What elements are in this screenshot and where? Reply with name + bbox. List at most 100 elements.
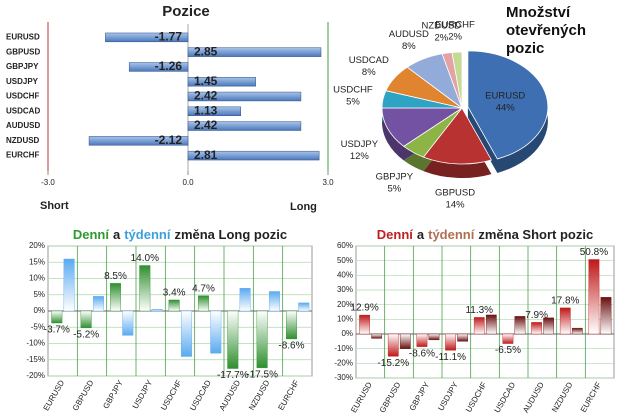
bar xyxy=(457,333,469,342)
x-tick-label: GBPUSD xyxy=(71,378,96,412)
bar xyxy=(92,296,104,312)
y-tick-label: 20% xyxy=(337,300,353,309)
bar xyxy=(268,291,280,312)
value-label: 2.81 xyxy=(194,148,218,162)
value-label: 2.42 xyxy=(194,118,218,132)
y-tick-label: -5% xyxy=(31,322,45,331)
bar xyxy=(168,299,180,312)
bar xyxy=(210,310,222,354)
y-tick-label: -15% xyxy=(26,355,45,364)
x-tick-label: GBPJPY xyxy=(408,380,432,412)
bar xyxy=(485,314,497,335)
y-tick-label: 10% xyxy=(29,274,45,283)
bar xyxy=(187,77,256,87)
bar xyxy=(187,121,302,131)
bar xyxy=(399,333,411,349)
bar xyxy=(600,297,612,335)
value-label: 7.9% xyxy=(525,310,548,321)
x-tick-label: 0.0 xyxy=(182,178,194,187)
title-part: a xyxy=(417,227,425,242)
x-tick-label: EURUSD xyxy=(42,378,67,412)
slice-value: 2% xyxy=(434,33,448,44)
slice xyxy=(467,50,549,160)
bar xyxy=(151,309,163,312)
slice-value: 2% xyxy=(448,31,462,42)
bar xyxy=(285,310,297,340)
bar xyxy=(359,314,370,335)
title-part: změna Long pozic xyxy=(174,227,287,242)
value-label: 3.4% xyxy=(163,288,186,299)
x-tick-label: USDJPY xyxy=(436,380,460,412)
value-label: -1.26 xyxy=(155,59,183,73)
x-tick-label: EURCHF xyxy=(579,380,604,413)
value-label: -5.2% xyxy=(73,330,99,341)
x-tick-label: EURCHF xyxy=(276,378,301,411)
y-tick-label: -30% xyxy=(334,373,353,382)
bar xyxy=(371,333,383,339)
category-label: EURCHF xyxy=(6,151,39,160)
title-part: Denní xyxy=(73,227,110,242)
bar xyxy=(105,32,189,43)
bar xyxy=(473,317,485,335)
title-part: a xyxy=(113,227,121,242)
bar xyxy=(187,47,322,57)
bar xyxy=(187,150,320,161)
bar xyxy=(387,333,399,357)
value-label: 17.8% xyxy=(551,296,579,307)
bar xyxy=(128,62,189,72)
axis-label: Long xyxy=(290,201,317,213)
bar xyxy=(531,322,542,335)
bar xyxy=(122,310,134,336)
chart-title: Denní a týdenní změna Short pozic xyxy=(377,227,593,242)
slice xyxy=(381,107,464,147)
value-label: -8.6% xyxy=(278,341,304,352)
value-label: 50.8% xyxy=(580,247,608,258)
x-tick-label: AUDUSD xyxy=(218,378,243,412)
value-label: 14.0% xyxy=(131,253,159,264)
value-label: 11.3% xyxy=(465,305,493,316)
category-label: USDJPY xyxy=(6,77,39,86)
x-tick-label: -3.0 xyxy=(41,178,55,187)
slice-label: USDJPY xyxy=(341,139,379,150)
slice xyxy=(451,51,463,109)
x-tick-label: AUDUSD xyxy=(521,380,546,414)
y-tick-label: -20% xyxy=(334,358,353,367)
slice-value: 12% xyxy=(350,151,370,162)
slice-label: EURCHF xyxy=(435,19,475,30)
y-tick-label: 40% xyxy=(337,270,353,279)
value-label: 8.5% xyxy=(104,271,127,282)
category-label: GBPJPY xyxy=(6,62,39,71)
title-part: týdenní xyxy=(428,227,475,242)
value-label: -17.7% xyxy=(217,370,249,381)
value-label: -17.5% xyxy=(246,370,278,381)
y-tick-label: 0% xyxy=(341,329,353,338)
bar xyxy=(80,310,92,329)
bar xyxy=(227,310,239,369)
x-tick-label: GBPUSD xyxy=(378,380,403,414)
value-label: -8.6% xyxy=(409,348,435,359)
bar xyxy=(543,317,554,335)
y-tick-label: 30% xyxy=(337,285,353,294)
bar xyxy=(445,333,456,351)
y-tick-label: -10% xyxy=(26,339,45,348)
bar xyxy=(187,106,241,116)
x-tick-label: USDCAD xyxy=(188,378,213,412)
x-tick-label: EURUSD xyxy=(349,380,374,414)
title-part: změna Short pozic xyxy=(478,227,593,242)
slice-value: 14% xyxy=(446,200,466,211)
title-part: týdenní xyxy=(124,227,171,242)
bar xyxy=(239,288,251,312)
value-label: -11.1% xyxy=(435,352,466,363)
bar xyxy=(63,258,75,312)
bar xyxy=(298,302,310,312)
bar xyxy=(416,333,428,347)
category-label: USDCHF xyxy=(6,92,39,101)
slice-label: NZDUSD xyxy=(422,21,462,32)
bar xyxy=(502,333,514,344)
bar xyxy=(588,259,600,335)
x-tick-label: USDCHF xyxy=(159,378,184,411)
x-tick-label: NZDUSD xyxy=(550,380,575,414)
bar xyxy=(187,91,302,102)
value-label: 2.42 xyxy=(194,89,218,103)
bar xyxy=(428,333,440,341)
